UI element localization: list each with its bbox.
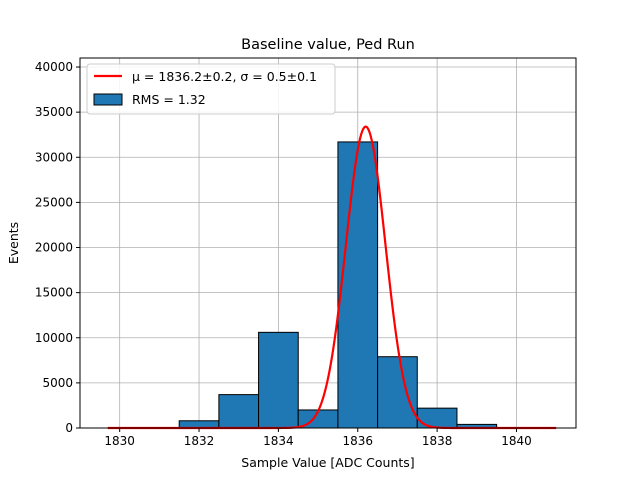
x-axis-label: Sample Value [ADC Counts] <box>241 455 414 470</box>
y-tick-label: 15000 <box>35 286 73 300</box>
x-tick-label: 1838 <box>422 434 453 448</box>
legend: μ = 1836.2±0.2, σ = 0.5±0.1 RMS = 1.32 <box>86 63 336 115</box>
x-tick-label: 1830 <box>104 434 135 448</box>
histogram-bar <box>416 407 458 429</box>
y-tick-label: 20000 <box>35 241 73 255</box>
histogram-bar <box>377 356 418 429</box>
legend-hist-label: RMS = 1.32 <box>132 92 206 107</box>
histogram-bar <box>258 331 299 429</box>
y-axis-label: Events <box>6 222 21 264</box>
y-tick-label: 25000 <box>35 195 73 209</box>
histogram-bar <box>337 141 379 429</box>
x-tick-label: 1832 <box>184 434 215 448</box>
legend-box <box>86 63 336 115</box>
y-tick-label: 5000 <box>42 376 73 390</box>
histogram-bar <box>218 394 260 429</box>
y-tick-label: 0 <box>65 421 73 435</box>
chart-title: Baseline value, Ped Run <box>241 37 415 53</box>
plot-area <box>80 58 576 428</box>
y-tick-label: 30000 <box>35 150 73 164</box>
y-tick-label: 35000 <box>35 105 73 119</box>
plot-frame <box>79 57 577 429</box>
x-tick-label: 1836 <box>342 434 373 448</box>
x-tick-label: 1834 <box>263 434 294 448</box>
legend-hist-swatch <box>93 93 123 106</box>
y-tick-label: 40000 <box>35 60 73 74</box>
x-tick-label: 1840 <box>501 434 532 448</box>
y-axis-ticks: 0 5000 10000 15000 20000 25000 30000 35000 40000 <box>35 60 80 435</box>
x-axis-ticks: 1830 1832 1834 1836 1838 1840 <box>104 428 532 448</box>
y-tick-label: 10000 <box>35 331 73 345</box>
histogram-bars <box>139 141 498 429</box>
legend-fit-label: μ = 1836.2±0.2, σ = 0.5±0.1 <box>132 69 317 84</box>
